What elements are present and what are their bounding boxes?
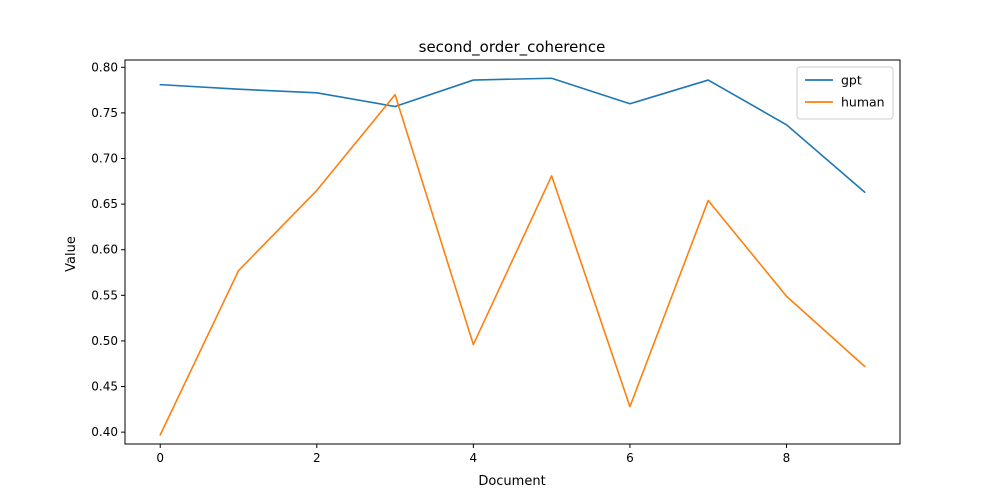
y-axis-label: Value xyxy=(64,236,79,272)
y-tick-label: 0.60 xyxy=(91,243,118,257)
chart-title: second_order_coherence xyxy=(419,38,606,57)
x-axis-label: Document xyxy=(478,474,545,489)
x-tick-label: 4 xyxy=(470,451,478,465)
x-tick-label: 6 xyxy=(626,451,634,465)
y-tick-label: 0.40 xyxy=(91,425,118,439)
y-tick-label: 0.80 xyxy=(91,60,118,74)
y-tick-label: 0.75 xyxy=(91,106,118,120)
plot-frame xyxy=(124,59,901,445)
x-tick-label: 8 xyxy=(783,451,791,465)
y-tick-label: 0.50 xyxy=(91,334,118,348)
legend-label-gpt: gpt xyxy=(841,73,862,88)
y-tick-label: 0.45 xyxy=(91,380,118,394)
x-tick-label: 0 xyxy=(156,451,164,465)
x-tick-label: 2 xyxy=(313,451,321,465)
y-tick-label: 0.65 xyxy=(91,197,118,211)
y-tick-label: 0.55 xyxy=(91,288,118,302)
series-line-gpt xyxy=(159,77,866,194)
plot-marks: 0 2 4 6 8 0.40 0.45 0.50 0.55 0.60 0.65 0.70 0.75 0.8… xyxy=(91,59,901,465)
y-tick-label: 0.70 xyxy=(91,152,118,166)
series-line-human xyxy=(159,93,866,436)
legend-label-human: human xyxy=(841,95,885,110)
